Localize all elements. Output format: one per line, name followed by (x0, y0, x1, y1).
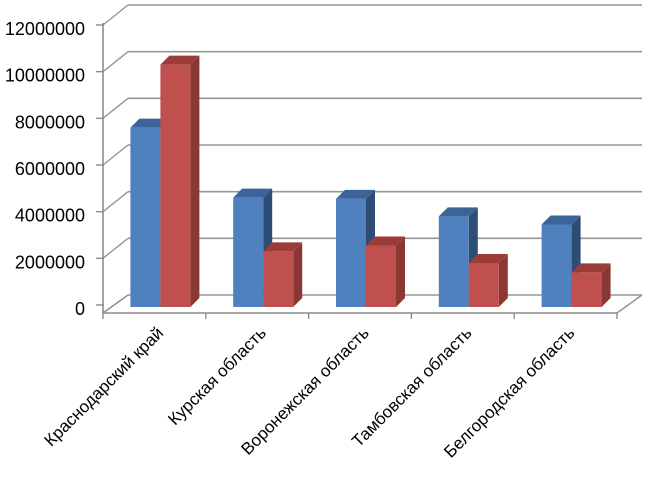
bar-top-face (130, 118, 170, 128)
bar-top-face (541, 215, 581, 225)
value-axis-label: 2000000 (15, 252, 85, 272)
gridline-depth-connector (102, 4, 129, 26)
value-axis-label: 6000000 (15, 159, 85, 179)
bar-side-face (190, 55, 200, 307)
bar-side-face (396, 236, 405, 307)
bar-front-face (263, 251, 294, 307)
floor-right-edge (616, 294, 643, 314)
bar-front-face (233, 197, 264, 307)
bar-top-face (160, 55, 200, 65)
bar-top-face (263, 242, 303, 252)
bar-front-face (541, 224, 572, 307)
value-axis-label: 12000000 (5, 19, 85, 39)
gridline-depth-connector (102, 51, 129, 73)
gridline-depth-connector (102, 97, 129, 119)
bar-top-face (468, 254, 508, 263)
bar-front-face (336, 198, 366, 307)
bar-front-face (468, 263, 499, 307)
bar-side-face (498, 254, 508, 307)
bar-front-face (130, 127, 161, 308)
value-axis-label: 8000000 (15, 112, 85, 132)
bar-front-face (438, 216, 469, 307)
bar-front-face (571, 272, 602, 307)
bar-side-face (601, 263, 611, 307)
bar-front-face (160, 64, 191, 308)
bar-top-face (233, 188, 273, 198)
bar-top-face (438, 207, 478, 217)
floor-left-edge (102, 294, 129, 314)
bar-top-face (366, 236, 405, 246)
gridline-depth-connector (102, 191, 129, 213)
value-axis-label: 4000000 (15, 206, 85, 226)
value-axis-label: 0 (75, 299, 85, 319)
value-axis-label: 10000000 (5, 66, 85, 86)
bar-side-face (293, 242, 303, 307)
gridline-depth-connector (102, 144, 129, 166)
bar-front-face (366, 245, 396, 307)
bar-top-face (571, 263, 611, 273)
bar-top-face (336, 189, 375, 199)
gridline-depth-connector (102, 237, 129, 259)
